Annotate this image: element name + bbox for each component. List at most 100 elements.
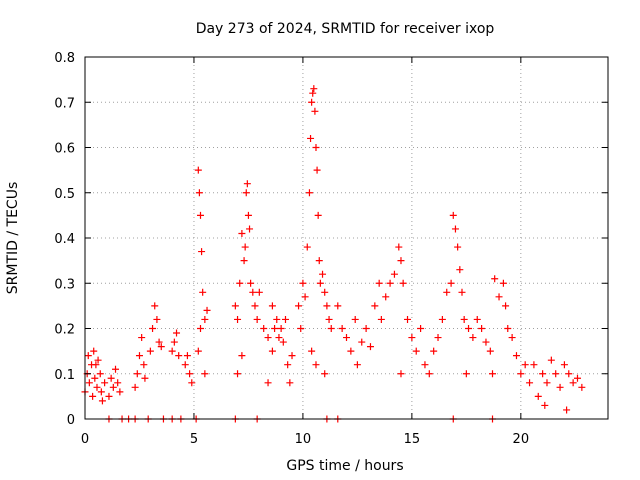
data-point	[231, 302, 239, 310]
y-tick-label: 0.8	[54, 51, 75, 66]
y-tick-label: 0.6	[54, 142, 75, 157]
data-point	[236, 279, 244, 287]
data-point	[404, 315, 412, 323]
data-point	[195, 189, 203, 197]
data-point	[325, 315, 333, 323]
chart-title: Day 273 of 2024, SRMTID for receiver ixo…	[196, 21, 495, 37]
x-tick-label: 10	[295, 432, 312, 447]
data-point	[316, 279, 324, 287]
data-point	[173, 329, 181, 337]
y-tick-label: 0.5	[54, 187, 75, 202]
data-point	[307, 134, 315, 142]
data-point	[268, 347, 276, 355]
data-point	[312, 361, 320, 369]
data-point	[314, 211, 322, 219]
data-point	[311, 107, 319, 115]
data-point	[264, 334, 272, 342]
data-point	[358, 338, 366, 346]
data-point	[499, 279, 507, 287]
data-point	[390, 270, 398, 278]
data-point	[253, 315, 261, 323]
data-point	[277, 325, 285, 332]
data-point	[198, 248, 206, 256]
data-point	[458, 288, 466, 296]
data-point	[271, 325, 279, 332]
data-point	[84, 352, 92, 360]
data-point	[397, 370, 405, 378]
data-point	[508, 334, 516, 342]
data-point	[284, 361, 292, 369]
data-point	[569, 379, 577, 387]
data-point	[141, 374, 149, 382]
data-point	[168, 347, 176, 355]
data-point	[456, 266, 464, 274]
data-point	[491, 275, 499, 283]
data-point	[534, 392, 542, 400]
data-point	[521, 361, 529, 369]
data-point	[303, 243, 311, 251]
data-point	[395, 243, 403, 251]
data-point	[175, 352, 183, 360]
data-point	[386, 279, 394, 287]
data-point	[238, 352, 246, 360]
data-point	[451, 225, 459, 233]
data-point	[114, 379, 122, 387]
data-point	[98, 397, 106, 405]
data-point	[362, 325, 370, 332]
data-point	[90, 347, 98, 355]
data-point	[249, 288, 257, 296]
y-axis-label: SRMTID / TECUs	[5, 182, 21, 295]
y-tick-label: 0	[67, 413, 75, 428]
data-point	[199, 288, 207, 296]
data-point	[334, 302, 342, 310]
data-point	[101, 379, 109, 387]
y-tick-label: 0.2	[54, 323, 75, 338]
data-point	[264, 379, 272, 387]
x-tick-label: 0	[81, 432, 89, 447]
data-point	[353, 361, 361, 369]
y-tick-label: 0.7	[54, 96, 75, 111]
data-point	[242, 189, 250, 197]
data-point	[297, 325, 305, 332]
data-point	[273, 315, 281, 323]
data-point	[539, 370, 547, 378]
data-point	[438, 315, 446, 323]
data-point	[469, 334, 477, 342]
data-point	[399, 279, 407, 287]
data-point	[157, 343, 165, 351]
data-point	[366, 343, 374, 351]
data-point	[201, 315, 209, 323]
data-point	[486, 347, 494, 355]
data-point	[241, 243, 249, 251]
data-point	[512, 352, 520, 360]
data-point	[244, 211, 252, 219]
data-point	[183, 352, 191, 360]
data-point	[578, 383, 586, 391]
data-point	[447, 279, 455, 287]
data-point	[556, 383, 564, 391]
data-point	[89, 392, 97, 400]
axis-ticks-layer: 0 0.1 0.2 0.3 0.4 0.5 0.6 0.7 0.8 0 5 10 15 20	[54, 51, 608, 447]
data-point	[565, 370, 573, 378]
data-point	[547, 356, 555, 364]
data-point	[196, 325, 204, 332]
data-point	[382, 293, 390, 301]
data-point	[425, 370, 433, 378]
data-point	[109, 383, 117, 391]
data-point	[530, 361, 538, 369]
data-point	[181, 361, 189, 369]
data-point	[313, 166, 321, 174]
data-point	[502, 302, 510, 310]
data-point	[170, 338, 178, 346]
grid-layer	[85, 57, 608, 419]
data-point	[526, 379, 534, 387]
data-point	[94, 356, 102, 364]
data-point	[196, 211, 204, 219]
data-point	[541, 401, 549, 409]
data-point	[443, 288, 451, 296]
data-point	[449, 211, 457, 219]
data-point	[397, 257, 405, 265]
data-points-layer	[81, 85, 586, 423]
data-point	[560, 361, 568, 369]
